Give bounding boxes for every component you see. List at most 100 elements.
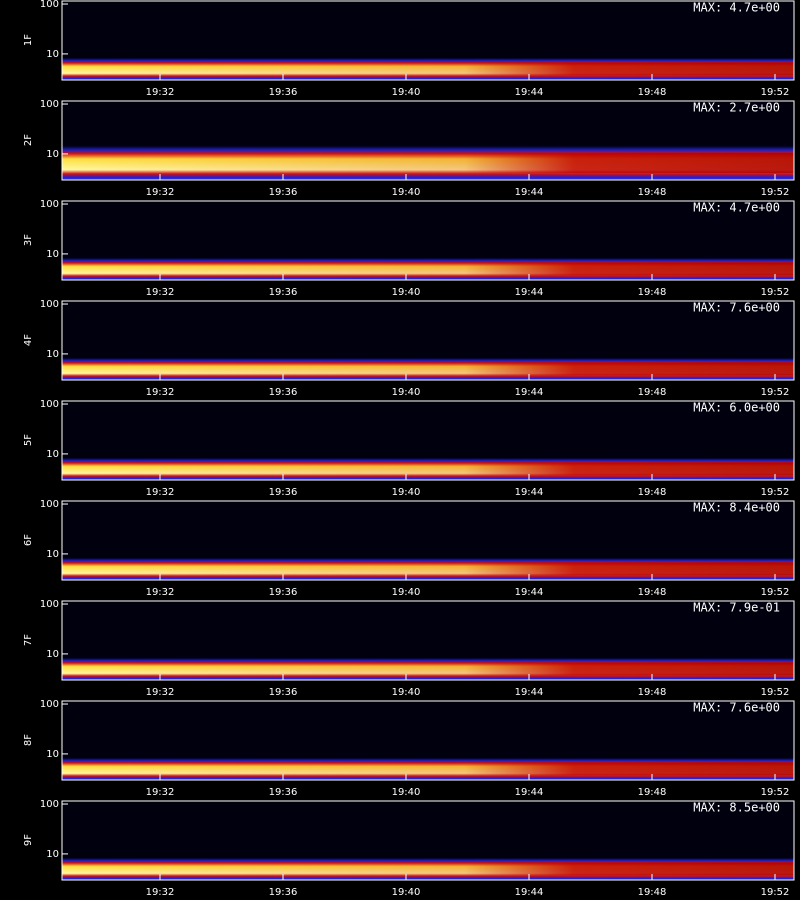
heatmap-fade	[62, 362, 794, 376]
x-tick-label: 19:48	[638, 187, 667, 198]
y-tick-label: 100	[40, 399, 59, 410]
panel: 10 100 19:32 19:36 19:40 19:44 19:48 19:52 4F MAX…	[23, 299, 795, 398]
y-axis-label: 4F	[23, 334, 34, 346]
heatmap-fade	[62, 152, 794, 174]
max-annotation: MAX: 7.6e+00	[693, 301, 780, 315]
y-axis-label: 8F	[23, 734, 34, 746]
x-tick-label: 19:40	[392, 887, 421, 898]
max-annotation: MAX: 8.4e+00	[693, 501, 780, 515]
y-tick-label: 10	[46, 149, 59, 160]
y-tick-label: 100	[40, 599, 59, 610]
y-tick-label: 10	[46, 849, 59, 860]
x-tick-label: 19:36	[269, 287, 298, 298]
x-tick-label: 19:44	[515, 787, 544, 798]
panel: 10 100 19:32 19:36 19:40 19:44 19:48 19:52 7F MAX…	[23, 599, 795, 698]
x-tick-label: 19:52	[761, 387, 790, 398]
plot-frame	[61, 300, 795, 381]
x-tick-label: 19:36	[269, 587, 298, 598]
x-tick-label: 19:36	[269, 387, 298, 398]
y-axis-label: 3F	[23, 234, 34, 246]
y-tick-label: 10	[46, 49, 59, 60]
x-tick-label: 19:32	[146, 887, 175, 898]
y-tick-label: 10	[46, 249, 59, 260]
x-tick-label: 19:52	[761, 887, 790, 898]
heatmap-fade	[62, 262, 794, 276]
x-tick-label: 19:40	[392, 687, 421, 698]
x-tick-label: 19:48	[638, 287, 667, 298]
heatmap-fade	[62, 562, 794, 576]
plot-frame	[61, 700, 795, 781]
plot-frame	[61, 100, 795, 181]
panel: 10 100 19:32 19:36 19:40 19:44 19:48 19:52 5F MAX…	[23, 399, 795, 498]
y-axis-label: 1F	[23, 34, 34, 46]
x-tick-label: 19:44	[515, 487, 544, 498]
x-tick-label: 19:32	[146, 387, 175, 398]
x-tick-label: 19:52	[761, 487, 790, 498]
x-tick-label: 19:40	[392, 587, 421, 598]
panel: 10 100 19:32 19:36 19:40 19:44 19:48 19:52 6F MAX…	[23, 499, 795, 598]
x-tick-label: 19:44	[515, 587, 544, 598]
x-tick-label: 19:32	[146, 87, 175, 98]
x-tick-label: 19:44	[515, 187, 544, 198]
x-tick-label: 19:32	[146, 587, 175, 598]
x-tick-label: 19:36	[269, 687, 298, 698]
heatmap-fade	[62, 662, 794, 676]
x-tick-label: 19:52	[761, 87, 790, 98]
x-tick-label: 19:44	[515, 287, 544, 298]
x-tick-label: 19:52	[761, 187, 790, 198]
x-tick-label: 19:48	[638, 587, 667, 598]
x-tick-label: 19:36	[269, 87, 298, 98]
plot-frame	[61, 400, 795, 481]
x-tick-label: 19:44	[515, 687, 544, 698]
y-axis-label: 7F	[23, 634, 34, 646]
panel: 10 100 19:32 19:36 19:40 19:44 19:48 19:52 8F MAX…	[23, 699, 795, 798]
x-tick-label: 19:52	[761, 287, 790, 298]
y-tick-label: 10	[46, 449, 59, 460]
y-tick-label: 10	[46, 349, 59, 360]
max-annotation: MAX: 6.0e+00	[693, 401, 780, 415]
plot-frame	[61, 0, 795, 81]
heatmap-fade	[62, 862, 794, 876]
max-annotation: MAX: 4.7e+00	[693, 1, 780, 15]
x-tick-label: 19:36	[269, 787, 298, 798]
heatmap-fade	[62, 462, 794, 476]
y-axis-label: 6F	[23, 534, 34, 546]
y-axis-label: 2F	[23, 134, 34, 146]
x-tick-label: 19:48	[638, 87, 667, 98]
y-tick-label: 100	[40, 799, 59, 810]
heatmap-fade	[62, 62, 794, 76]
max-annotation: MAX: 7.9e-01	[693, 601, 780, 615]
heatmap-fade	[62, 762, 794, 776]
x-tick-label: 19:44	[515, 387, 544, 398]
max-annotation: MAX: 4.7e+00	[693, 201, 780, 215]
x-tick-label: 19:48	[638, 787, 667, 798]
x-tick-label: 19:40	[392, 787, 421, 798]
x-tick-label: 19:40	[392, 487, 421, 498]
y-tick-label: 100	[40, 699, 59, 710]
x-tick-label: 19:32	[146, 487, 175, 498]
max-annotation: MAX: 2.7e+00	[693, 101, 780, 115]
x-tick-label: 19:44	[515, 87, 544, 98]
x-tick-label: 19:44	[515, 887, 544, 898]
max-annotation: MAX: 7.6e+00	[693, 701, 780, 715]
panel: 10 100 19:32 19:36 19:40 19:44 19:48 19:52 9F MAX…	[23, 799, 795, 898]
x-tick-label: 19:40	[392, 87, 421, 98]
x-tick-label: 19:48	[638, 887, 667, 898]
y-tick-label: 100	[40, 199, 59, 210]
y-tick-label: 100	[40, 299, 59, 310]
x-tick-label: 19:40	[392, 287, 421, 298]
x-tick-label: 19:40	[392, 387, 421, 398]
x-tick-label: 19:48	[638, 687, 667, 698]
plot-frame	[61, 800, 795, 881]
plot-frame	[61, 500, 795, 581]
y-tick-label: 10	[46, 549, 59, 560]
x-tick-label: 19:36	[269, 187, 298, 198]
x-tick-label: 19:48	[638, 487, 667, 498]
panel: 10 100 19:32 19:36 19:40 19:44 19:48 19:52 2F MAX…	[23, 99, 795, 198]
x-tick-label: 19:32	[146, 687, 175, 698]
y-tick-label: 100	[40, 99, 59, 110]
y-axis-label: 9F	[23, 834, 34, 846]
x-tick-label: 19:36	[269, 887, 298, 898]
y-tick-label: 100	[40, 499, 59, 510]
